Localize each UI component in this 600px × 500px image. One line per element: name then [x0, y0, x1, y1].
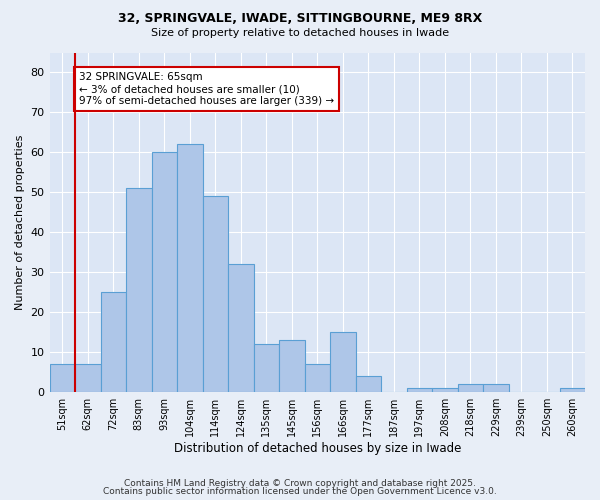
- Bar: [177, 144, 203, 392]
- Bar: [228, 264, 254, 392]
- X-axis label: Distribution of detached houses by size in Iwade: Distribution of detached houses by size …: [173, 442, 461, 455]
- Bar: [483, 384, 509, 392]
- Text: Contains HM Land Registry data © Crown copyright and database right 2025.: Contains HM Land Registry data © Crown c…: [124, 478, 476, 488]
- Text: Contains public sector information licensed under the Open Government Licence v3: Contains public sector information licen…: [103, 487, 497, 496]
- Y-axis label: Number of detached properties: Number of detached properties: [15, 134, 25, 310]
- Bar: [407, 388, 432, 392]
- Bar: [560, 388, 585, 392]
- Bar: [458, 384, 483, 392]
- Bar: [279, 340, 305, 392]
- Bar: [50, 364, 75, 392]
- Bar: [101, 292, 126, 392]
- Bar: [432, 388, 458, 392]
- Text: Size of property relative to detached houses in Iwade: Size of property relative to detached ho…: [151, 28, 449, 38]
- Bar: [126, 188, 152, 392]
- Text: 32, SPRINGVALE, IWADE, SITTINGBOURNE, ME9 8RX: 32, SPRINGVALE, IWADE, SITTINGBOURNE, ME…: [118, 12, 482, 26]
- Bar: [203, 196, 228, 392]
- Bar: [254, 344, 279, 392]
- Bar: [152, 152, 177, 392]
- Bar: [330, 332, 356, 392]
- Bar: [305, 364, 330, 392]
- Bar: [75, 364, 101, 392]
- Bar: [356, 376, 381, 392]
- Text: 32 SPRINGVALE: 65sqm
← 3% of detached houses are smaller (10)
97% of semi-detach: 32 SPRINGVALE: 65sqm ← 3% of detached ho…: [79, 72, 334, 106]
